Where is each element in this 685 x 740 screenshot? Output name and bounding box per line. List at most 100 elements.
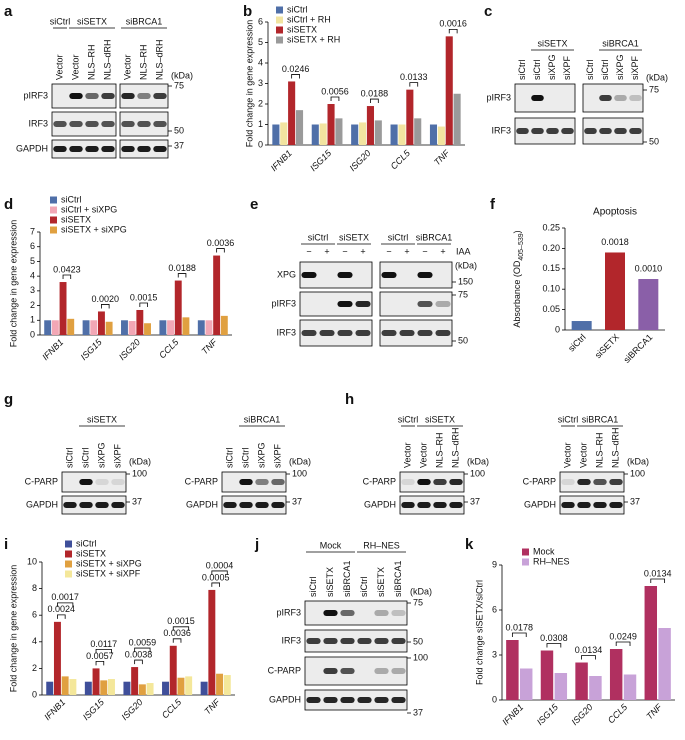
bar	[575, 662, 588, 700]
blot-band	[599, 128, 612, 134]
x-tick-label: IFNB1	[42, 697, 67, 722]
y-tick-label: 6	[258, 16, 263, 26]
blot-band	[401, 479, 415, 485]
marker-label: 75	[649, 84, 659, 94]
bar	[136, 309, 144, 335]
x-tick-label: ISG20	[347, 148, 372, 173]
blot-band	[337, 301, 353, 307]
blot-band	[561, 479, 575, 485]
p-bracket	[581, 655, 596, 660]
panel-label: g	[4, 391, 13, 408]
marker-label: 75	[458, 289, 468, 299]
p-value: 0.0015	[130, 292, 158, 302]
bar	[540, 650, 554, 700]
y-tick-label: 2	[30, 300, 35, 310]
group-label: siBRCA1	[244, 414, 281, 424]
p-value: 0.0308	[540, 633, 568, 643]
blot-band	[417, 301, 433, 307]
bar	[327, 104, 335, 145]
y-tick-label: 3	[492, 649, 497, 659]
p-bracket	[57, 602, 74, 607]
chart-title: Apoptosis	[593, 207, 637, 218]
lane-label: −	[386, 246, 391, 256]
panel-label: c	[484, 3, 492, 20]
p-value: 0.0015	[167, 616, 195, 626]
p-bracket	[291, 74, 300, 79]
y-tick-label: 0	[258, 139, 263, 149]
x-tick-label: TNF	[202, 697, 222, 717]
p-bracket	[330, 96, 340, 101]
bar	[90, 320, 98, 335]
blot-band	[323, 668, 338, 674]
blot-band	[63, 502, 77, 508]
bar	[623, 674, 637, 700]
blot-frame	[304, 656, 408, 686]
blot-frame	[304, 600, 408, 626]
group-label: siSETX	[339, 232, 369, 242]
bar	[182, 317, 190, 335]
bar	[159, 320, 167, 335]
bar	[69, 679, 77, 695]
p-bracket	[177, 273, 187, 278]
panel-label: d	[4, 196, 13, 213]
treatment-label: IAA	[456, 246, 471, 256]
lane-label: siCtrl	[64, 448, 74, 469]
blot-band	[355, 301, 371, 307]
p-value: 0.0010	[635, 263, 663, 273]
legend-label: siSETX + siXPG	[76, 558, 142, 568]
bar	[288, 81, 296, 145]
bar	[167, 320, 175, 335]
blot-frame	[61, 495, 127, 515]
blot-band	[79, 479, 93, 485]
bar	[519, 668, 533, 700]
legend-swatch	[50, 196, 57, 204]
blot-band	[561, 502, 575, 508]
bar	[138, 684, 146, 695]
y-tick-label: 0	[492, 694, 497, 704]
blot-band	[417, 330, 433, 336]
marker-label: 100	[132, 468, 147, 478]
blot-band	[391, 638, 406, 644]
bar	[177, 677, 185, 695]
bar	[200, 681, 208, 695]
blot-frame	[221, 495, 287, 515]
blot-frame	[514, 83, 576, 113]
y-tick-label: 4	[32, 636, 37, 646]
y-tick-label: 8	[32, 583, 37, 593]
row-label: C-PARP	[268, 665, 301, 675]
bar	[658, 628, 671, 700]
marker-label: 37	[630, 496, 640, 506]
lane-label: siCtrl	[80, 448, 90, 469]
lane-label: Vector	[562, 442, 572, 468]
lane-label: siCtrl	[517, 60, 527, 81]
p-value: 0.0423	[53, 264, 81, 274]
p-bracket	[650, 578, 666, 583]
p-value: 0.0005	[202, 572, 230, 582]
blot-band	[599, 95, 612, 101]
bar	[213, 255, 221, 335]
marker-label: 100	[470, 468, 485, 478]
blot-band	[121, 146, 135, 152]
bar	[51, 320, 59, 335]
legend-swatch	[50, 206, 57, 214]
row-label: C-PARP	[523, 476, 556, 486]
legend-swatch	[276, 6, 283, 14]
row-label: GAPDH	[524, 499, 556, 509]
p-value: 0.0018	[601, 237, 629, 247]
legend-label: siSETX	[287, 24, 317, 34]
blot-band	[153, 93, 167, 99]
lane-label: NLS–dRH	[450, 427, 460, 468]
p-bracket	[172, 626, 190, 631]
p-bracket	[615, 641, 631, 646]
lane-label: siBRCA1	[393, 560, 403, 597]
x-tick-label: ISG15	[81, 696, 107, 722]
blot-band	[374, 697, 389, 703]
blot-band	[435, 330, 451, 336]
bar	[84, 681, 92, 695]
kda-label: (kDa)	[646, 72, 668, 82]
p-value: 0.0134	[575, 645, 603, 655]
kda-label: (kDa)	[467, 456, 489, 466]
kda-label: (kDa)	[410, 586, 432, 596]
p-bracket	[134, 659, 143, 665]
panel-label: i	[4, 536, 8, 553]
